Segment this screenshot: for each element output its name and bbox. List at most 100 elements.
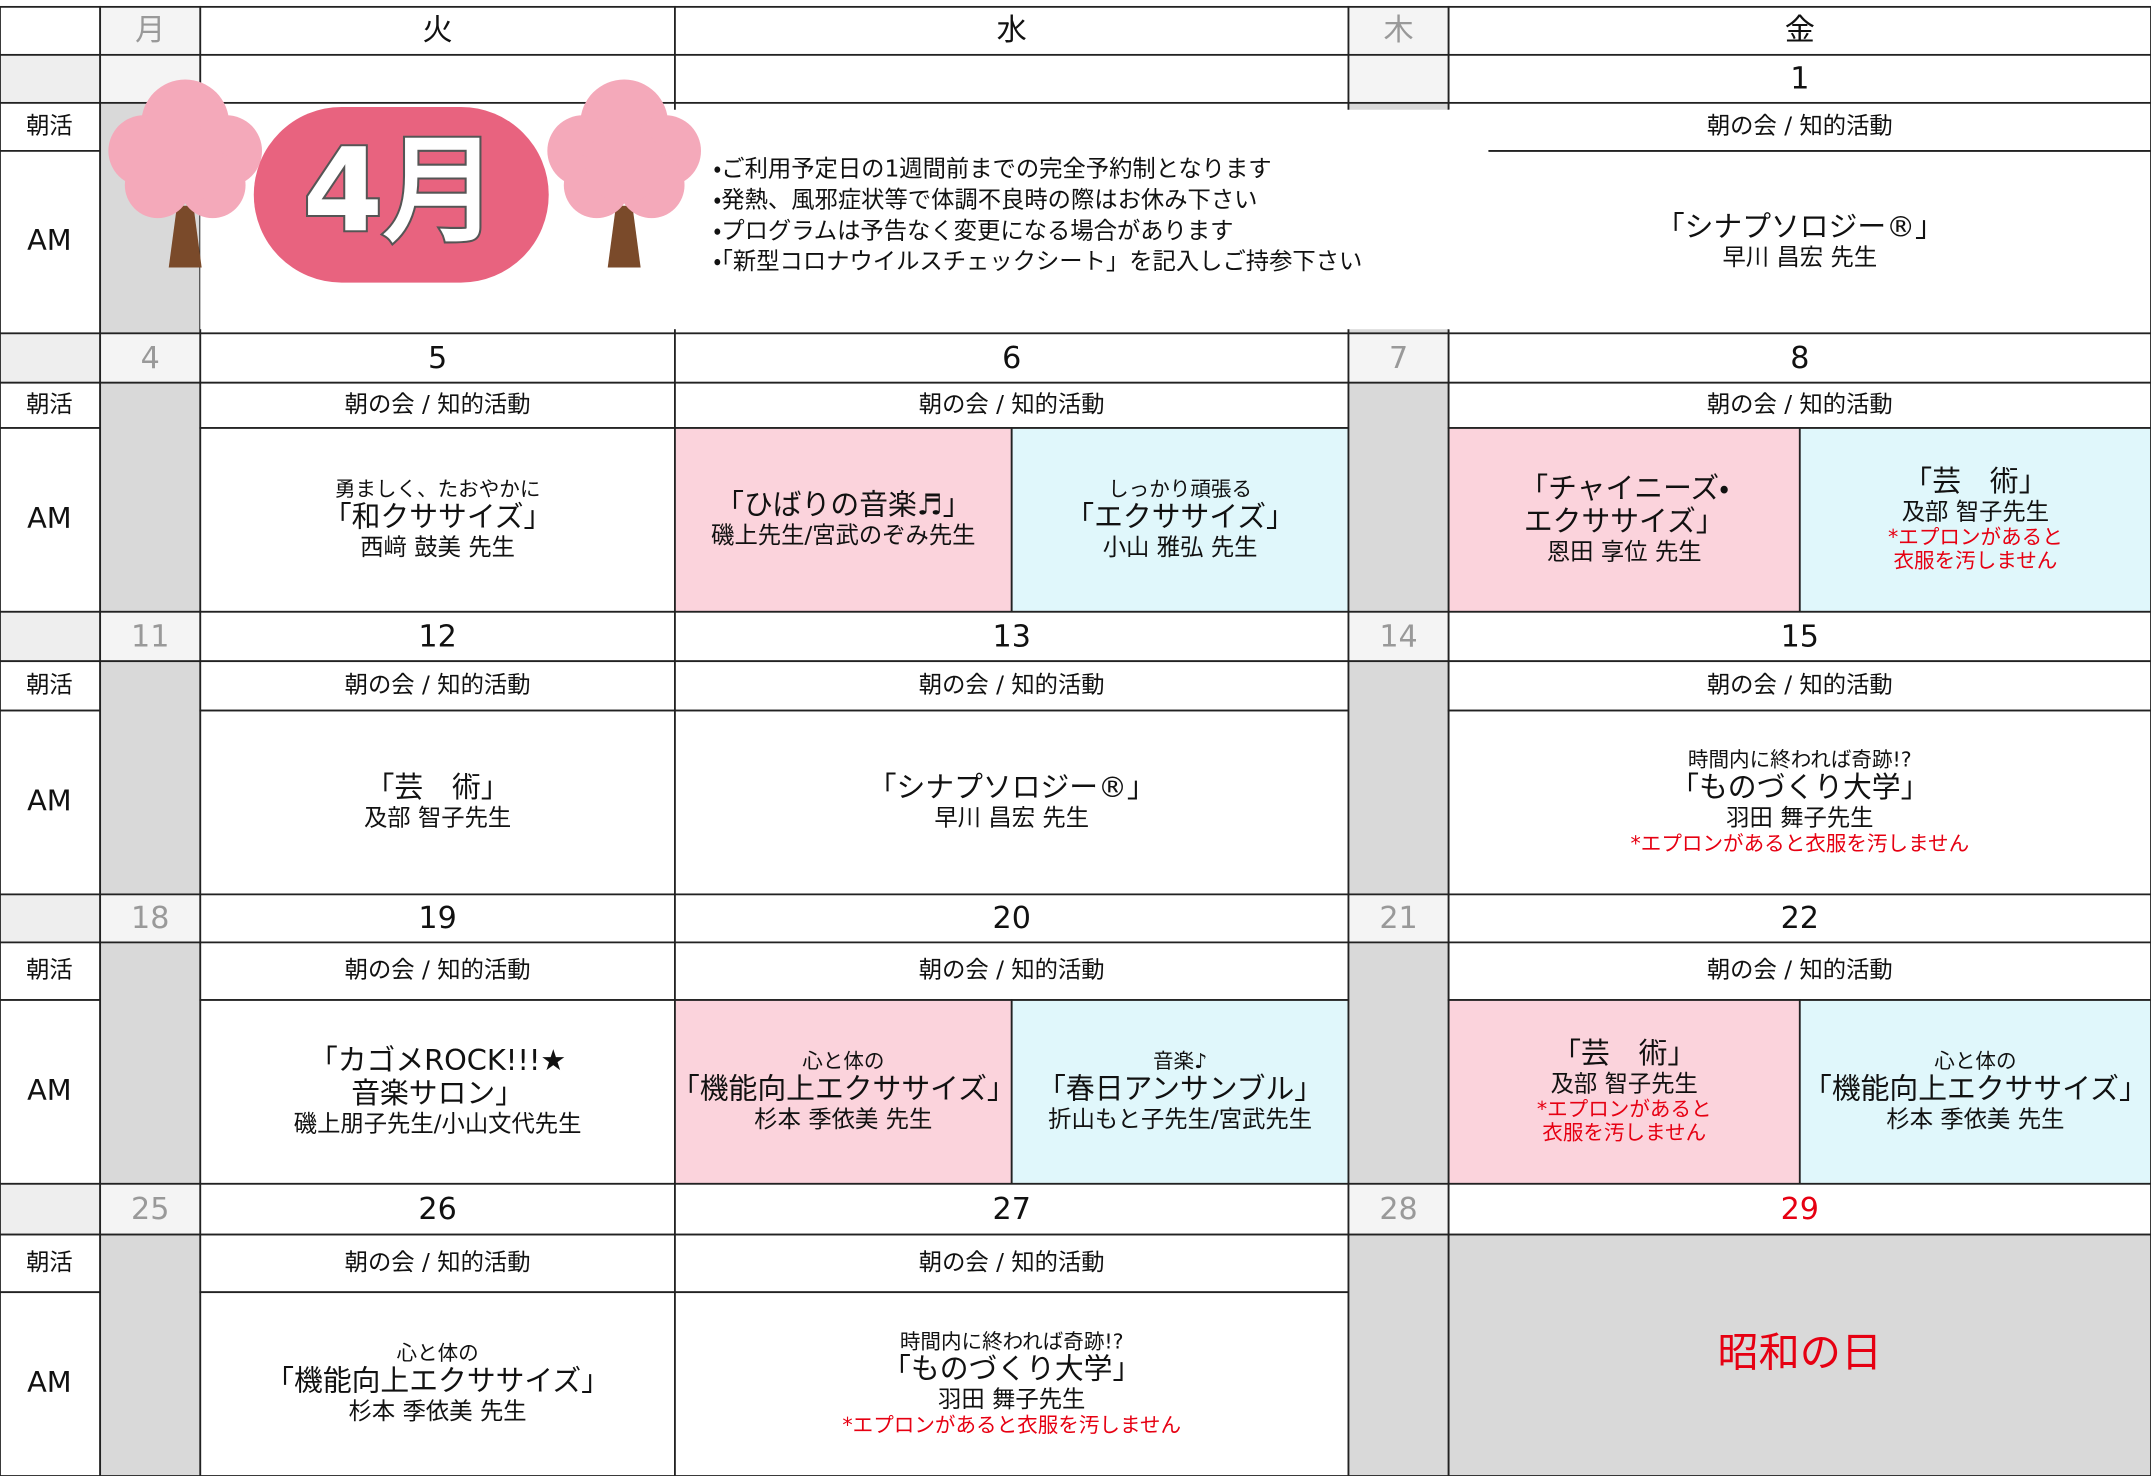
program-cell [1447, 709, 2151, 896]
program-lead: 時間内に終われば奇跡!? [900, 1329, 1124, 1353]
closed-day [99, 941, 202, 1185]
date-cell [1447, 332, 2151, 384]
morning-activity: 朝の会 / 知的活動 [345, 671, 531, 698]
row-label: AM [27, 783, 72, 817]
row-label: AM [27, 501, 72, 535]
header-cell [1447, 5, 2151, 56]
closed-day [1347, 381, 1450, 613]
program-title: 「シナプソロジー®」 [868, 770, 1156, 804]
day-name: 木 [1383, 13, 1413, 48]
tree-blossom [585, 126, 663, 204]
program-lead: 心と体の [802, 1049, 884, 1073]
teacher: 杉本 季依美 先生 [349, 1398, 527, 1425]
month-title: 4月 [303, 125, 498, 259]
date: 22 [1781, 901, 1819, 936]
program-lead: 心と体の [396, 1341, 478, 1365]
date: 13 [993, 619, 1031, 654]
program-lead: 勇ましく、たおやかに [335, 477, 541, 501]
row-label-cell [0, 1291, 102, 1476]
program-title: 「芸 術」 [366, 770, 510, 804]
row-label: 朝活 [26, 1249, 73, 1276]
program-title: 「和クササイズ」 [323, 499, 553, 533]
morning-cell [1447, 381, 2151, 429]
date-cell [199, 893, 676, 944]
closed-day [99, 1233, 202, 1476]
teacher: 羽田 舞子先生 [938, 1386, 1085, 1413]
tree-trunk [607, 205, 641, 268]
program-cell [1447, 1233, 2151, 1476]
date-cell [674, 332, 1350, 384]
morning-activity: 朝の会 / 知的活動 [345, 391, 531, 418]
date-cell [1447, 53, 2151, 104]
closed-day [99, 381, 202, 613]
program-lead: 心と体の [1934, 1049, 2016, 1073]
morning-cell [674, 941, 1350, 1001]
date: 1 [1790, 62, 1809, 97]
program-note: 衣服を汚しません [1542, 1121, 1706, 1145]
header-cell [674, 5, 1350, 56]
row-label-cell [0, 941, 102, 1001]
tree-trunk [168, 205, 202, 268]
program-lead: しっかり頑張る [1108, 477, 1252, 501]
date-cell [674, 53, 1350, 104]
program-cell [1447, 999, 1801, 1185]
program-cell [1798, 427, 2151, 613]
closed-day [99, 660, 202, 896]
program-lead: 時間内に終われば奇跡!? [1688, 748, 1912, 772]
program-title: 「エクササイズ」 [1065, 499, 1295, 533]
fri-morning-cover [1448, 109, 1489, 330]
date-cell [674, 610, 1350, 663]
date-cell [199, 332, 676, 384]
closed-day [1347, 660, 1450, 896]
teacher: 杉本 季依美 先生 [1886, 1106, 2064, 1133]
cherry-tree [547, 79, 701, 268]
date: 5 [428, 341, 447, 376]
row-label: 朝活 [26, 391, 73, 418]
date-cell [1347, 53, 1450, 104]
cherry-tree [108, 79, 263, 268]
date: 6 [1002, 341, 1021, 376]
date-cell [1347, 1182, 1450, 1236]
program-title: 音楽サロン」 [351, 1076, 524, 1110]
day-name: 金 [1785, 13, 1815, 48]
date-cell [1447, 1182, 2151, 1236]
row-label: 朝活 [26, 112, 73, 139]
date: 29 [1781, 1192, 1819, 1227]
program-title: 「機能向上エクササイズ」 [1803, 1071, 2148, 1105]
header-corner [0, 5, 102, 56]
program-cell [1447, 427, 1801, 613]
morning-activity: 朝の会 / 知的活動 [919, 671, 1105, 698]
morning-cell [1447, 941, 2151, 1001]
day-name: 火 [423, 13, 453, 48]
row-label: AM [27, 1365, 72, 1399]
program-note: *エプロンがあると [1888, 525, 2063, 549]
date: 26 [418, 1192, 456, 1227]
date: 12 [418, 619, 456, 654]
teacher: 磯上朋子先生/小山文代先生 [294, 1111, 582, 1138]
morning-cell [674, 1233, 1350, 1294]
morning-activity: 朝の会 / 知的活動 [1707, 391, 1893, 418]
program-lead: 音楽♪ [1153, 1049, 1207, 1073]
header-cell [99, 5, 202, 56]
teacher: 早川 昌宏 先生 [1722, 244, 1877, 271]
date: 14 [1379, 619, 1417, 654]
notice: ・「新型コロナウイルスチェックシート」を記入しご持参下さい [713, 248, 1362, 275]
header-cell [199, 5, 676, 56]
teacher: 小山 雅弘 先生 [1103, 534, 1258, 561]
holiday-name: 昭和の日 [1718, 1328, 1883, 1376]
program-cell [1447, 150, 2151, 335]
week-label-date [0, 53, 102, 104]
program-cell [199, 999, 676, 1185]
date-cell [1447, 893, 2151, 944]
program-title: 「シナプソロジー®」 [1656, 210, 1944, 244]
row-label-cell [0, 999, 102, 1185]
teacher: 及部 智子先生 [1902, 498, 2049, 525]
date: 7 [1389, 341, 1408, 376]
program-cell [674, 999, 1013, 1185]
day-name: 水 [997, 13, 1027, 48]
closed-day [1347, 1233, 1450, 1476]
program-cell [199, 709, 676, 896]
month-badge [253, 106, 549, 283]
